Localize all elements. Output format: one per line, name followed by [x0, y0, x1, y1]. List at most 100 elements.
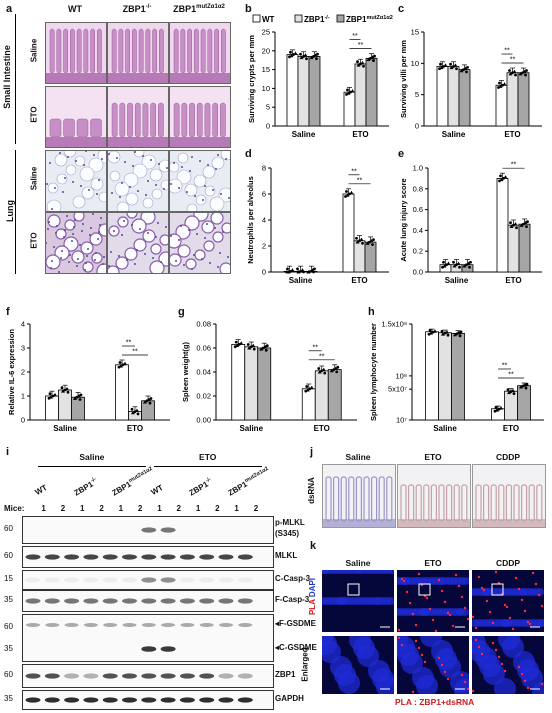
nucleus	[61, 250, 63, 252]
band	[199, 554, 215, 560]
alveolus	[109, 170, 121, 182]
data-point	[77, 394, 81, 398]
data-point	[513, 221, 518, 226]
molecular-weight: 60	[4, 551, 13, 560]
band	[161, 623, 176, 627]
data-point	[148, 401, 152, 405]
villus	[49, 28, 55, 74]
villus	[207, 28, 213, 74]
alveolus	[210, 213, 224, 225]
nucleus	[103, 256, 105, 258]
nucleus	[155, 236, 157, 238]
nucleus	[131, 224, 133, 226]
data-point	[502, 82, 507, 86]
nucleus	[93, 154, 95, 156]
villus	[90, 118, 102, 138]
data-point	[317, 369, 322, 374]
panel-f-letter: f	[6, 306, 10, 318]
significance-label: **	[313, 344, 319, 351]
panel-b-letter: b	[245, 3, 252, 15]
data-point	[446, 261, 451, 265]
data-point	[439, 62, 442, 66]
nucleus	[119, 196, 121, 198]
nucleus	[64, 229, 66, 231]
alveolus	[184, 183, 198, 197]
alveolus	[149, 260, 165, 273]
nucleus	[209, 262, 211, 264]
pla-signal	[400, 643, 404, 647]
chart-f: 0 1 2 3 4 Relative IL-6 expression Saline ETO **…	[7, 320, 170, 433]
data-point	[439, 65, 444, 70]
pla-signal	[414, 639, 418, 643]
mice-label: Mice:	[4, 504, 25, 513]
nucleus	[193, 254, 195, 256]
band	[103, 623, 118, 627]
alveolus	[72, 195, 86, 209]
micrograph-texture	[108, 23, 168, 83]
villus	[125, 28, 130, 74]
y-tick-label: 0.2	[413, 247, 423, 256]
band	[83, 577, 99, 583]
nucleus	[129, 186, 131, 188]
y-tick-label: 5	[266, 103, 270, 112]
micrograph-texture	[46, 213, 106, 273]
band	[26, 623, 40, 627]
pla-signal	[514, 576, 518, 580]
data-point	[313, 53, 318, 57]
data-point	[305, 57, 308, 61]
zoom-box	[347, 583, 360, 596]
band	[64, 697, 80, 703]
blot-label-sub: (S345)	[275, 529, 300, 538]
mouse-number: 2	[99, 504, 104, 513]
data-point	[135, 408, 139, 412]
pla-image	[472, 570, 544, 632]
band	[218, 577, 234, 583]
nucleus	[64, 177, 66, 179]
bar	[115, 364, 129, 421]
lung-label: Lung	[5, 200, 15, 222]
category-label: ETO	[352, 130, 368, 139]
villus	[97, 28, 102, 74]
pla-signal	[446, 611, 450, 615]
nucleus	[202, 199, 204, 201]
blot-label: F-Casp-3	[275, 595, 310, 604]
ish-image	[322, 464, 396, 528]
ish-texture	[398, 465, 470, 527]
panel-e-letter: e	[398, 148, 405, 160]
blot-label: C-Casp-3	[275, 574, 311, 583]
villus	[119, 102, 126, 138]
band	[141, 554, 157, 560]
panel-g-letter: g	[178, 306, 185, 318]
pla-signal	[443, 670, 447, 674]
data-point	[512, 69, 517, 74]
nucleus	[220, 193, 222, 195]
y-tick-label: 20	[262, 46, 270, 55]
band	[122, 697, 137, 703]
band	[141, 697, 157, 703]
data-point	[503, 175, 508, 179]
significance-label: **	[502, 362, 508, 369]
alveolus	[114, 181, 130, 197]
data-point	[498, 81, 501, 85]
pla-signal	[405, 590, 409, 594]
pla-column-header: Saline	[345, 558, 371, 568]
significance-label: **	[511, 162, 517, 169]
pla-signal	[520, 598, 524, 602]
significance-label: **	[510, 57, 516, 64]
data-point	[289, 53, 294, 58]
band	[102, 598, 118, 604]
nucleus	[121, 234, 123, 236]
alveolus	[126, 213, 138, 219]
data-point	[136, 412, 140, 416]
y-tick-label: 3	[21, 344, 25, 353]
band	[218, 598, 234, 604]
villus	[200, 28, 206, 74]
nucleus	[47, 228, 49, 230]
villus	[150, 102, 157, 138]
bar	[244, 346, 259, 421]
data-point	[359, 237, 364, 242]
y-tick-label: 25	[262, 28, 270, 37]
blot-genotype-label: WT	[33, 482, 49, 497]
bar	[447, 66, 460, 127]
legend-sup: mutZα1α2	[366, 15, 392, 21]
